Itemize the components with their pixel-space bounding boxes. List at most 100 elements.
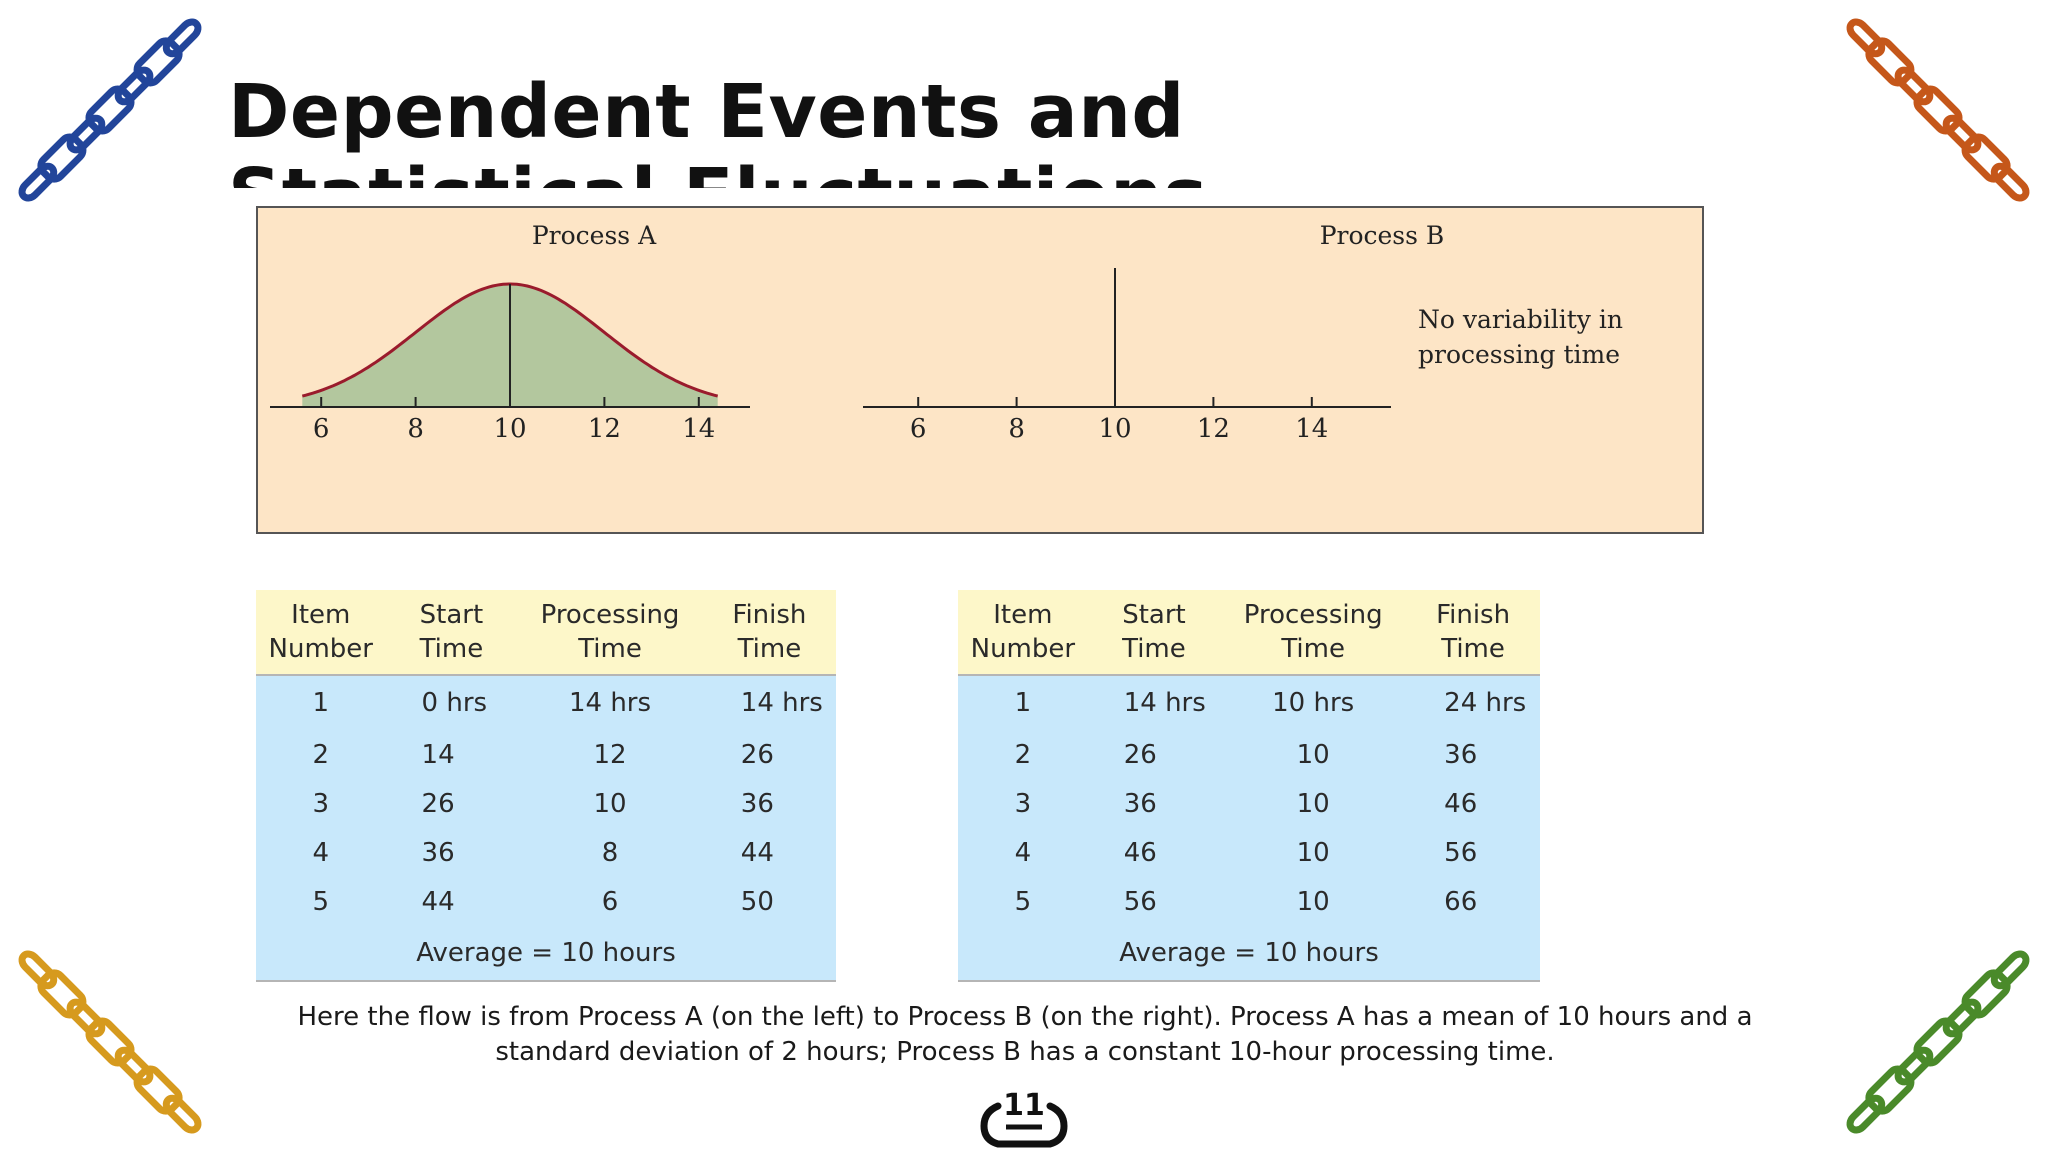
table-cell: 44: [385, 877, 518, 926]
table-cell: 10: [1220, 730, 1407, 779]
table-row: 4 36 8 44: [256, 828, 836, 877]
table-cell: 24 hrs: [1406, 674, 1540, 730]
table-cell: 46: [1087, 828, 1221, 877]
table-cell: 26: [702, 730, 836, 779]
annotation-line-2: processing time: [1418, 340, 1620, 369]
table-cell: 12: [517, 730, 703, 779]
header-finish-time: Finish Time: [702, 590, 836, 675]
chain-link: [1913, 85, 1963, 135]
table-cell: 8: [517, 828, 703, 877]
chart-title-process-b: Process B: [1320, 221, 1445, 250]
chain-link: [1961, 969, 2011, 1019]
chain-link: [133, 1065, 183, 1115]
chain-link: [1990, 162, 2030, 202]
chain-link: [162, 1094, 202, 1134]
chain-link: [66, 114, 106, 154]
chain-link: [1865, 1065, 1915, 1115]
chain-link: [18, 950, 58, 990]
chain-icon: [18, 18, 202, 202]
chain-link: [1865, 37, 1915, 87]
chain-decoration-top-right: [1846, 18, 2030, 202]
x-tick-label: 8: [1008, 414, 1025, 444]
table-cell: 6: [517, 877, 703, 926]
chain-link: [1942, 998, 1982, 1038]
table-footer-average: Average = 10 hours: [256, 926, 836, 982]
annotation-line-1: No variability in: [1418, 305, 1623, 334]
x-tick-label: 10: [493, 414, 526, 444]
table-cell: 2: [256, 730, 386, 779]
table-cell: 36: [1087, 779, 1221, 828]
header-processing-time: Processing Time: [1220, 590, 1407, 675]
table-cell: 5: [958, 877, 1088, 926]
chain-link: [1894, 1046, 1934, 1086]
table-cell: 36: [385, 828, 518, 877]
chain-icon: [1846, 18, 2030, 202]
chain-decoration-bottom-right: [1846, 950, 2030, 1134]
table-row: 3 36 10 46: [958, 779, 1540, 828]
page-number: 11: [1003, 1088, 1045, 1123]
table-cell: 14 hrs: [702, 674, 836, 730]
header-item-number: Item Number: [256, 590, 386, 675]
logo-icon: [980, 1102, 1068, 1148]
chain-link: [1913, 1017, 1963, 1067]
chain-link: [1990, 950, 2030, 990]
slide-title: Dependent Events and Statistical Fluctua…: [228, 70, 1207, 188]
table-cell: 14 hrs: [1087, 674, 1221, 730]
chain-link: [66, 998, 106, 1038]
x-tick-label: 14: [682, 414, 715, 444]
table-cell: 0 hrs: [385, 674, 518, 730]
table-cell: 56: [1087, 877, 1221, 926]
table-cell: 10: [1220, 877, 1407, 926]
table-cell: 1: [958, 674, 1088, 730]
table-cell: 5: [256, 877, 386, 926]
table-process-b: Item Number Start Time Processing Time Fini…: [958, 590, 1540, 982]
table-cell: 26: [385, 779, 518, 828]
table-cell: 4: [958, 828, 1088, 877]
process-charts: Process A 6 8 10 12 14 Process B No variabil…: [270, 221, 1623, 444]
slide-caption: Here the flow is from Process A (on the …: [297, 1002, 1753, 1067]
table-row: 5 56 10 66: [958, 877, 1540, 926]
x-tick-label: 14: [1295, 414, 1328, 444]
figure-panel: Process A 6 8 10 12 14 Process B No variabil…: [256, 206, 1704, 534]
table-cell: 36: [1406, 730, 1540, 779]
header-item-number: Item Number: [958, 590, 1088, 675]
chain-icon: [1846, 950, 2030, 1134]
table-row: 5 44 6 50: [256, 877, 836, 926]
table-cell: 14 hrs: [517, 674, 703, 730]
header-start-time: Start Time: [1087, 590, 1221, 675]
header-start-time: Start Time: [385, 590, 518, 675]
table-cell: 26: [1087, 730, 1221, 779]
chain-link: [85, 85, 135, 135]
chain-link: [133, 37, 183, 87]
table-cell: 3: [256, 779, 386, 828]
chain-link: [18, 162, 58, 202]
chain-link: [1846, 1094, 1886, 1134]
chain-decoration-top-left: [18, 18, 202, 202]
table-cell: 50: [702, 877, 836, 926]
table-cell: 3: [958, 779, 1088, 828]
chain-link: [1846, 18, 1886, 58]
table-cell: 56: [1406, 828, 1540, 877]
table-cell: 10 hrs: [1220, 674, 1407, 730]
table-process-a: Item Number Start Time Processing Time Fini…: [256, 590, 836, 982]
chain-link: [1942, 114, 1982, 154]
table-cell: 4: [256, 828, 386, 877]
chart-process-b: Process B No variability in processing t…: [863, 221, 1623, 444]
table-footer-average: Average = 10 hours: [958, 926, 1540, 982]
table-row: 2 14 12 26: [256, 730, 836, 779]
table-cell: 46: [1406, 779, 1540, 828]
table-row: 4 46 10 56: [958, 828, 1540, 877]
table-cell: 10: [1220, 828, 1407, 877]
x-tick-label: 12: [588, 414, 621, 444]
table-row: 1 14 hrs 10 hrs 24 hrs: [958, 674, 1540, 730]
x-tick-label: 6: [910, 414, 927, 444]
chart-process-a: Process A 6 8 10 12 14: [270, 221, 750, 444]
page-number-badge: 11: [980, 1088, 1068, 1148]
x-tick-label: 8: [407, 414, 424, 444]
table-cell: 14: [385, 730, 518, 779]
chain-link: [114, 66, 154, 106]
table-row: 2 26 10 36: [958, 730, 1540, 779]
x-ticks: 6 8 10 12 14: [313, 397, 715, 444]
table-cell: 66: [1406, 877, 1540, 926]
